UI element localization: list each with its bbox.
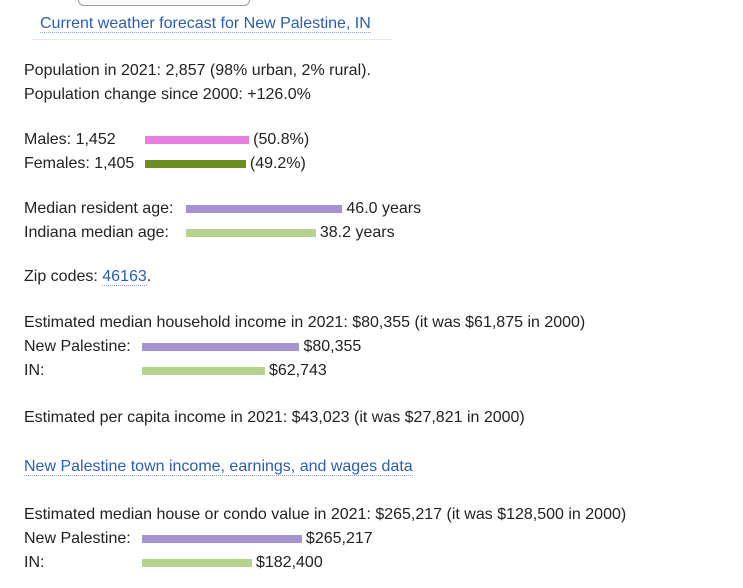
house-state-label: IN: (24, 554, 45, 571)
income-town-bar (142, 343, 300, 351)
income-town-value: $80,355 (303, 338, 362, 355)
population-line: Population in 2021: 2,857 (98% urban, 2%… (24, 62, 371, 79)
household-income-heading: Estimated median household income in 202… (24, 314, 586, 331)
partial-top-button[interactable] (78, 0, 250, 6)
house-state-value: $182,400 (255, 554, 323, 571)
females-bar (145, 160, 246, 168)
males-bar (145, 136, 250, 144)
income-town-label: New Palestine: (24, 338, 131, 355)
house-town-bar (142, 535, 302, 543)
males-label: Males: 1,452 (24, 131, 116, 148)
per-capita-income-line: Estimated per capita income in 2021: $43… (24, 409, 525, 426)
zip-codes-label: Zip codes: (24, 268, 98, 285)
males-percent: (50.8%) (253, 131, 310, 148)
income-earnings-wages-link[interactable]: New Palestine town income, earnings, and… (24, 458, 413, 476)
house-town-value: $265,217 (305, 530, 373, 547)
females-percent: (49.2%) (249, 155, 306, 172)
income-state-label: IN: (24, 362, 45, 379)
income-state-bar (142, 367, 265, 375)
females-label: Females: 1,405 (24, 155, 135, 172)
house-value-heading: Estimated median house or condo value in… (24, 506, 627, 523)
median-age-label: Median resident age: (24, 200, 174, 217)
population-change-line: Population change since 2000: +126.0% (24, 86, 311, 103)
zip-codes-line: Zip codes: 46163. (24, 266, 151, 288)
forecast-link-box: Current weather forecast for New Palesti… (32, 10, 392, 40)
zip-code-link[interactable]: 46163 (102, 268, 147, 286)
house-town-label: New Palestine: (24, 530, 131, 547)
income-link-row: New Palestine town income, earnings, and… (24, 456, 413, 478)
median-age-value: 46.0 years (346, 200, 422, 217)
median-age-bar (186, 205, 343, 213)
income-state-value: $62,743 (268, 362, 327, 379)
indiana-age-bar (186, 229, 316, 237)
indiana-age-label: Indiana median age: (24, 224, 169, 241)
indiana-age-value: 38.2 years (319, 224, 395, 241)
zip-codes-suffix: . (146, 268, 152, 285)
weather-forecast-link[interactable]: Current weather forecast for New Palesti… (40, 15, 371, 33)
house-state-bar (142, 559, 252, 567)
